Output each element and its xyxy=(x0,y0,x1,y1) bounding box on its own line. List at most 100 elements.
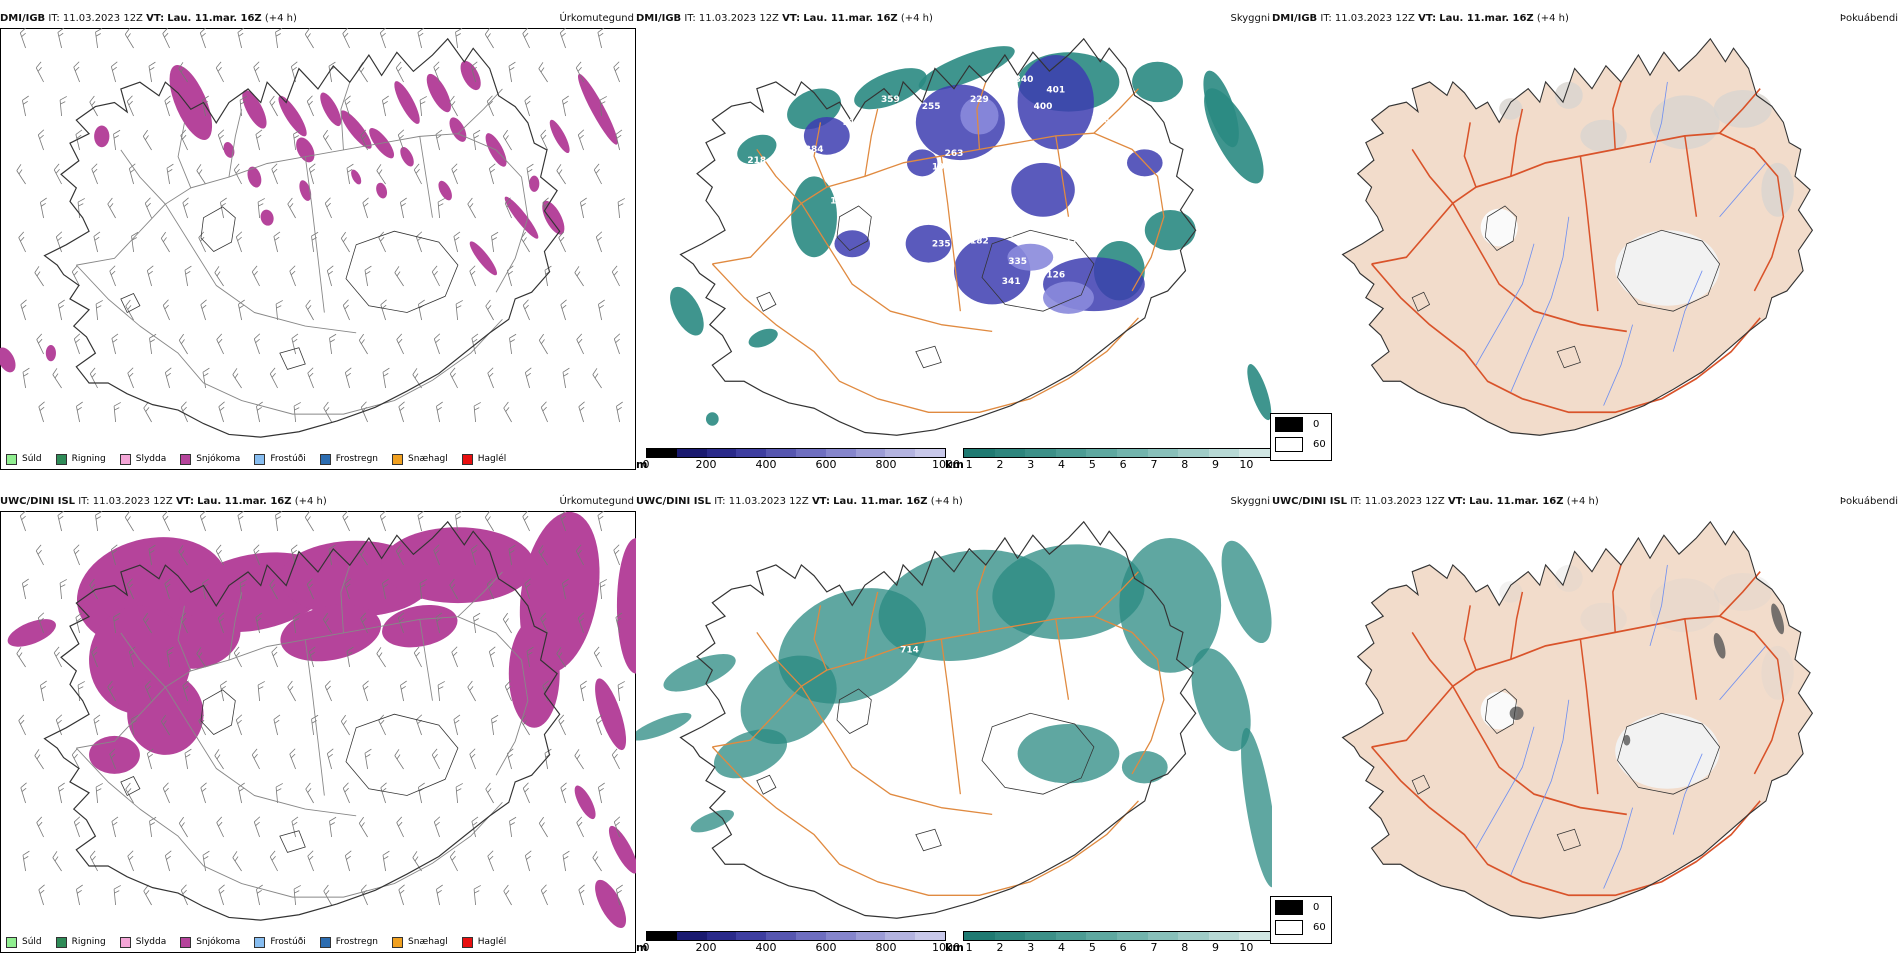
low-visibility-area xyxy=(1203,70,1239,148)
legend-swatch xyxy=(6,936,17,948)
wind-barb-icon xyxy=(324,197,332,219)
wind-barb-icon xyxy=(522,299,530,321)
legend-swatch xyxy=(1275,436,1303,452)
wind-barb-icon xyxy=(382,367,390,389)
fog-shading xyxy=(1499,98,1523,120)
wind-barb-icon xyxy=(562,95,569,117)
wind-barb-icon xyxy=(144,680,152,702)
legend-item: Frostúði xyxy=(254,936,306,948)
river-line xyxy=(1719,162,1767,218)
wind-barb-icon xyxy=(344,95,351,117)
ceiling-value-label: 139 xyxy=(754,115,773,125)
land-area xyxy=(44,38,560,438)
road-line xyxy=(177,605,192,672)
wind-barb-icon xyxy=(524,578,531,600)
glacier-white-area xyxy=(1480,208,1518,247)
ceiling-value-label: 235 xyxy=(932,239,951,249)
wind-barb-icon xyxy=(395,544,404,566)
lead-time: (+4 h) xyxy=(294,496,327,507)
wind-barb-icon xyxy=(306,95,314,117)
wind-barb-icon xyxy=(95,511,103,532)
road-line xyxy=(1612,81,1622,150)
wind-barb-icon xyxy=(127,850,134,872)
low-ceiling-area xyxy=(1017,54,1094,150)
road-line xyxy=(228,592,243,661)
wind-barb-icon xyxy=(431,265,440,287)
road-line xyxy=(813,122,828,188)
wind-barb-icon xyxy=(413,646,422,668)
wind-barb-icon xyxy=(558,714,566,736)
snow-area xyxy=(223,142,235,158)
road-line xyxy=(976,564,987,633)
wind-barb-icon xyxy=(53,646,62,668)
panel-title: UWC/DINI ISL IT: 11.03.2023 12Z VT: Lau.… xyxy=(1272,493,1599,511)
wind-barb-icon xyxy=(216,333,224,355)
wind-barb-icon xyxy=(616,884,623,906)
fog-index-map xyxy=(1341,520,1814,919)
snow-area xyxy=(280,604,382,662)
init-time: 11.03.2023 12Z xyxy=(62,13,143,24)
snow-area xyxy=(376,182,388,199)
coastline xyxy=(43,520,561,921)
snow-area xyxy=(166,610,241,669)
scale-color-bin xyxy=(676,449,707,457)
wind-barb-icon xyxy=(307,367,314,389)
wind-barb-icon xyxy=(269,850,278,872)
wind-barb-icon xyxy=(400,197,407,219)
glacier-outline xyxy=(981,712,1095,795)
wind-barb-icon xyxy=(358,333,368,355)
wind-barb-icon xyxy=(540,612,548,634)
legend-label: 60 xyxy=(1313,921,1326,933)
init-time: 11.03.2023 12Z xyxy=(1364,496,1445,507)
wind-barb-icon xyxy=(455,300,463,321)
ceiling-scale-bar: 0 200 400 600 800 1000 xyxy=(643,448,960,472)
wind-barb-icon xyxy=(488,646,496,668)
wind-barb-icon xyxy=(340,714,350,736)
scale-unit: km xyxy=(945,458,964,471)
scale-tick-label: 2 xyxy=(996,941,1004,954)
wind-barb-icon xyxy=(485,782,494,804)
low-visibility-area xyxy=(663,654,736,692)
scale-tick-label: 8 xyxy=(1181,941,1189,954)
wind-barb-icon xyxy=(269,95,278,117)
wind-barb-icon xyxy=(449,367,458,389)
panel-precip-type-uwc: UWC/DINI ISL IT: 11.03.2023 12Z VT: Lau.… xyxy=(0,493,636,953)
wind-barb-icon xyxy=(196,647,206,668)
wind-barb-icon xyxy=(453,714,461,736)
wind-barb-icon xyxy=(304,28,314,49)
wind-barb-icon xyxy=(455,28,463,49)
legend-item: Frostregn xyxy=(319,936,378,948)
glacier-outline xyxy=(756,774,777,795)
wind-barb-icon xyxy=(202,367,210,389)
wind-barb-icon xyxy=(376,164,386,185)
scale-color-bin xyxy=(885,932,916,940)
legend-item: Rigning xyxy=(55,453,106,465)
variable-name: Úrkomutegund xyxy=(559,13,634,24)
glacier-outline xyxy=(1484,688,1517,734)
scale-tick-label: 600 xyxy=(815,458,837,471)
snow-area xyxy=(574,785,596,820)
snow-area xyxy=(260,209,274,226)
wind-barb-icon xyxy=(214,266,224,287)
scale-color-bin xyxy=(795,932,826,940)
wind-barb-icon xyxy=(257,681,265,702)
wind-barb-icon xyxy=(257,198,265,219)
wind-barb-icon xyxy=(340,231,350,253)
road-line xyxy=(177,122,192,189)
valid-time-label: VT: xyxy=(1418,13,1437,24)
fog-shading xyxy=(1650,95,1720,150)
wind-barb-icon xyxy=(89,850,98,872)
wind-barb-icon xyxy=(329,816,337,838)
low-visibility-area xyxy=(1017,724,1120,784)
legend-swatch xyxy=(180,453,192,465)
legend-label: Rigning xyxy=(71,937,106,947)
legend-swatch xyxy=(119,936,131,948)
ceiling-value-label: 263 xyxy=(945,149,964,159)
wind-barb-icon xyxy=(449,850,458,872)
wind-barb-icon xyxy=(73,333,81,355)
road-line xyxy=(1371,263,1761,414)
scale-tick-label: 400 xyxy=(755,458,777,471)
wind-barb-icon xyxy=(126,95,134,117)
wind-barb-icon xyxy=(436,884,443,906)
glacier-outline xyxy=(1617,229,1721,312)
